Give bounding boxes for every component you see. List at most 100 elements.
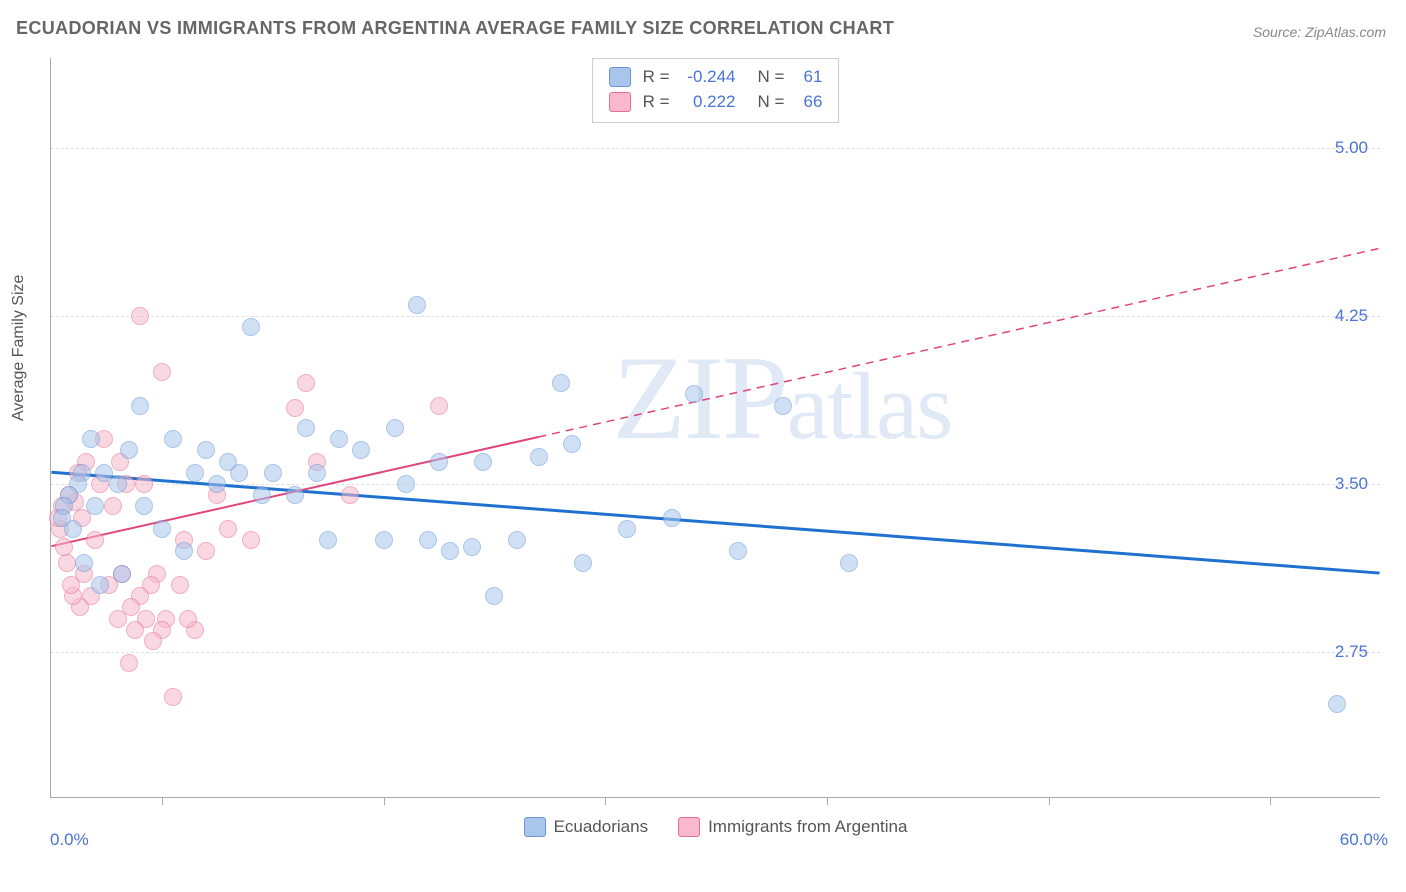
y-tick-label: 5.00	[1335, 138, 1368, 158]
scatter-point-series-0	[297, 419, 315, 437]
scatter-point-series-0	[86, 497, 104, 515]
legend-swatch-1	[609, 92, 631, 112]
legend-bottom-label-1: Immigrants from Argentina	[708, 817, 907, 837]
watermark-small: atlas	[787, 353, 952, 459]
scatter-point-series-0	[663, 509, 681, 527]
legend-bottom-label-0: Ecuadorians	[554, 817, 649, 837]
scatter-point-series-1	[197, 542, 215, 560]
scatter-point-series-1	[430, 397, 448, 415]
y-tick-label: 3.50	[1335, 474, 1368, 494]
gridline	[51, 148, 1380, 149]
trendline-dashed-series-1	[538, 248, 1379, 437]
scatter-point-series-0	[419, 531, 437, 549]
x-tick	[1049, 797, 1050, 805]
x-tick	[162, 797, 163, 805]
scatter-point-series-0	[219, 453, 237, 471]
legend-swatch-0	[609, 67, 631, 87]
scatter-point-series-0	[430, 453, 448, 471]
scatter-point-series-1	[120, 654, 138, 672]
scatter-point-series-0	[441, 542, 459, 560]
scatter-point-series-1	[135, 475, 153, 493]
scatter-point-series-0	[1328, 695, 1346, 713]
scatter-point-series-1	[242, 531, 260, 549]
trendline-solid-series-0	[51, 472, 1379, 573]
legend-bottom-entry-1: Immigrants from Argentina	[678, 817, 907, 837]
legend-stats-box: R = -0.244 N = 61 R = 0.222 N = 66	[592, 58, 840, 123]
chart-svg	[51, 58, 1380, 797]
scatter-point-series-0	[563, 435, 581, 453]
legend-r-value-0: -0.244	[678, 65, 736, 90]
gridline	[51, 316, 1380, 317]
scatter-point-series-0	[95, 464, 113, 482]
scatter-point-series-1	[153, 363, 171, 381]
x-tick	[827, 797, 828, 805]
scatter-point-series-1	[164, 688, 182, 706]
scatter-point-series-0	[408, 296, 426, 314]
scatter-point-series-0	[153, 520, 171, 538]
scatter-point-series-0	[330, 430, 348, 448]
scatter-point-series-0	[485, 587, 503, 605]
scatter-point-series-0	[463, 538, 481, 556]
legend-bottom: Ecuadorians Immigrants from Argentina	[524, 817, 908, 837]
gridline	[51, 652, 1380, 653]
x-axis-min-label: 0.0%	[50, 830, 89, 850]
scatter-point-series-0	[113, 565, 131, 583]
legend-bottom-swatch-0	[524, 817, 546, 837]
scatter-point-series-0	[397, 475, 415, 493]
y-tick-label: 4.25	[1335, 306, 1368, 326]
scatter-point-series-0	[319, 531, 337, 549]
legend-bottom-entry-0: Ecuadorians	[524, 817, 649, 837]
scatter-point-series-0	[308, 464, 326, 482]
scatter-point-series-0	[375, 531, 393, 549]
scatter-point-series-0	[264, 464, 282, 482]
legend-n-value-1: 66	[792, 90, 822, 115]
legend-r-label: R =	[643, 90, 670, 115]
scatter-point-series-0	[135, 497, 153, 515]
scatter-point-series-0	[82, 430, 100, 448]
scatter-point-series-1	[131, 307, 149, 325]
scatter-point-series-0	[208, 475, 226, 493]
scatter-point-series-1	[171, 576, 189, 594]
scatter-point-series-0	[197, 441, 215, 459]
scatter-point-series-1	[144, 632, 162, 650]
legend-row-0: R = -0.244 N = 61	[609, 65, 823, 90]
scatter-point-series-1	[58, 554, 76, 572]
gridline	[51, 484, 1380, 485]
y-axis-label: Average Family Size	[10, 275, 28, 421]
scatter-point-series-1	[104, 497, 122, 515]
scatter-point-series-0	[91, 576, 109, 594]
scatter-point-series-1	[55, 538, 73, 556]
scatter-point-series-0	[574, 554, 592, 572]
x-axis-max-label: 60.0%	[1340, 830, 1388, 850]
y-tick-label: 2.75	[1335, 642, 1368, 662]
scatter-point-series-0	[618, 520, 636, 538]
scatter-point-series-0	[164, 430, 182, 448]
scatter-point-series-0	[774, 397, 792, 415]
scatter-point-series-0	[685, 385, 703, 403]
x-tick	[384, 797, 385, 805]
legend-row-1: R = 0.222 N = 66	[609, 90, 823, 115]
scatter-point-series-0	[386, 419, 404, 437]
scatter-point-series-1	[126, 621, 144, 639]
scatter-point-series-0	[530, 448, 548, 466]
scatter-point-series-0	[131, 397, 149, 415]
scatter-point-series-1	[286, 399, 304, 417]
scatter-point-series-0	[120, 441, 138, 459]
legend-r-label: R =	[643, 65, 670, 90]
scatter-point-series-1	[297, 374, 315, 392]
legend-n-value-0: 61	[792, 65, 822, 90]
source-name: ZipAtlas.com	[1305, 24, 1386, 40]
scatter-point-series-0	[75, 554, 93, 572]
page-title: ECUADORIAN VS IMMIGRANTS FROM ARGENTINA …	[16, 18, 894, 39]
scatter-point-series-0	[253, 486, 271, 504]
scatter-point-series-1	[341, 486, 359, 504]
scatter-point-series-0	[242, 318, 260, 336]
legend-bottom-swatch-1	[678, 817, 700, 837]
scatter-point-series-0	[286, 486, 304, 504]
scatter-point-series-0	[175, 542, 193, 560]
scatter-point-series-0	[474, 453, 492, 471]
x-tick	[1270, 797, 1271, 805]
scatter-point-series-1	[62, 576, 80, 594]
scatter-point-series-1	[109, 610, 127, 628]
scatter-point-series-0	[186, 464, 204, 482]
